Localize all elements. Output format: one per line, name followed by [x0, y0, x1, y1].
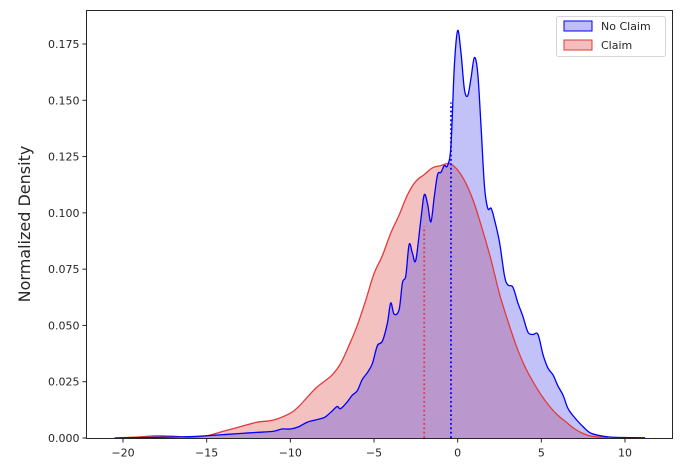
- x-tick-label: −10: [279, 447, 302, 460]
- plot-area: [114, 29, 646, 439]
- legend-swatch-claim: [563, 39, 593, 51]
- area-claim: [114, 163, 609, 438]
- line-no-claim: [114, 29, 646, 439]
- x-axis: −20 −15 −10 −5 0 5 10: [111, 438, 632, 460]
- x-tick-label: 10: [618, 447, 632, 460]
- y-tick-label: 0.175: [48, 38, 80, 51]
- y-tick-label: 0.050: [48, 319, 80, 332]
- axes-frame: [86, 10, 673, 439]
- legend-label-no-claim: No Claim: [601, 20, 651, 33]
- x-tick-label: −15: [195, 447, 218, 460]
- y-tick-label: 0.000: [48, 432, 80, 445]
- y-tick-label: 0.150: [48, 94, 80, 107]
- line-claim: [114, 162, 609, 439]
- y-tick-label: 0.075: [48, 263, 80, 276]
- y-tick-label: 0.025: [48, 376, 80, 389]
- x-tick-label: 0: [454, 447, 461, 460]
- legend-label-claim: Claim: [601, 39, 632, 52]
- y-tick-label: 0.100: [48, 207, 80, 220]
- x-tick-label: −20: [111, 447, 134, 460]
- legend-item-no-claim: No Claim: [563, 20, 651, 33]
- legend-item-claim: Claim: [563, 39, 632, 52]
- x-tick-label: −5: [366, 447, 382, 460]
- legend-swatch-no-claim: [563, 20, 593, 32]
- y-tick-label: 0.125: [48, 151, 80, 164]
- y-axis: 0.000 0.025 0.050 0.075 0.100 0.125 0.150 0.175: [48, 38, 87, 445]
- y-axis-title: Normalized Density: [15, 146, 34, 303]
- legend: No Claim Claim: [556, 16, 666, 57]
- x-tick-label: 5: [538, 447, 545, 460]
